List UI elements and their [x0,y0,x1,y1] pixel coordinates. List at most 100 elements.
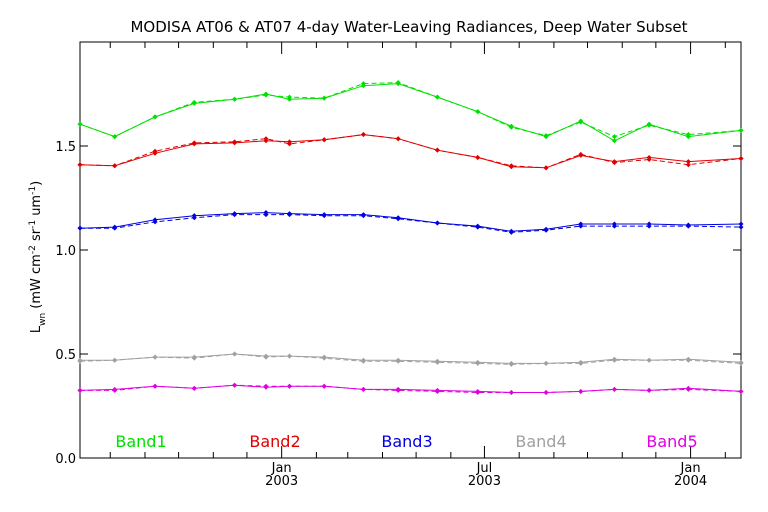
series-line-band5-at07 [80,384,742,393]
series-line-band1-at07 [79,82,742,138]
data-point [685,223,691,229]
legend-entry-band2: Band2 [249,432,300,451]
x-tick-label-year: 2004 [674,474,707,489]
data-point [578,223,584,229]
legend-entry-band5: Band5 [646,432,697,451]
data-point [263,212,269,218]
data-point [152,219,158,225]
data-point [321,383,327,389]
data-point [112,163,118,169]
data-point [475,154,481,160]
data-point [646,122,652,128]
y-axis-label: Lwn (mW cm-2 sr-1 um-1) [28,181,48,333]
data-point [646,223,652,229]
data-point [112,225,118,231]
data-point [543,389,549,395]
data-point [543,165,549,171]
x-tick-label-month: Jul [476,461,493,476]
data-point [77,225,83,231]
data-point [611,386,617,392]
y-tick-label: 0.0 [55,452,76,467]
plot-frame [79,41,742,459]
data-point [738,388,744,394]
data-point [232,212,238,218]
data-point [646,387,652,393]
x-tick-label-year: 2003 [468,474,501,489]
data-point [738,155,744,161]
data-point [434,220,440,226]
legend-entry-band4: Band4 [515,432,566,451]
data-point [475,224,481,230]
series-line-band2-at06 [79,134,742,169]
data-point [112,357,118,363]
data-point [543,360,549,366]
data-point [191,140,197,146]
data-point [508,163,514,169]
data-point [611,134,617,140]
data-point [360,213,366,219]
data-point [112,387,118,393]
data-point [395,80,401,86]
legend-entry-band3: Band3 [381,432,432,451]
series-line-band5-at06 [79,384,742,393]
data-point [508,361,514,367]
data-point [287,212,293,218]
data-point [685,162,691,168]
data-point [475,109,481,115]
data-point [508,389,514,395]
data-point [191,215,197,221]
data-point [543,133,549,139]
data-point [287,383,293,389]
data-point [578,151,584,157]
data-point [263,383,269,389]
data-point [321,95,327,101]
data-point [543,227,549,233]
data-point [263,136,269,142]
data-point [738,360,744,366]
series-line-band4-at07 [79,353,742,365]
data-point [77,121,83,127]
data-point [191,355,197,361]
data-point [646,357,652,363]
data-point [738,127,744,133]
data-point [77,162,83,168]
data-point [232,351,238,357]
data-point [685,159,691,165]
data-point [578,388,584,394]
data-point [508,229,514,235]
chart-title: MODISA AT06 & AT07 4-day Water-Leaving R… [130,18,687,36]
data-point [360,132,366,138]
data-point [738,221,744,227]
x-tick-label-month: Jan [271,461,292,476]
data-point [77,358,83,364]
data-point [152,148,158,154]
data-point [191,385,197,391]
data-point [395,216,401,222]
data-point [611,160,617,166]
data-point [152,354,158,360]
data-point [434,359,440,365]
data-point [611,138,617,144]
data-point [395,136,401,142]
data-point [646,157,652,163]
data-point [232,139,238,145]
data-point [232,382,238,388]
data-point [321,213,327,219]
data-point [321,137,327,143]
data-point [578,119,584,125]
data-point [395,358,401,364]
data-point [77,387,83,393]
data-point [287,353,293,359]
data-point [360,81,366,87]
data-point [287,94,293,100]
series-line-band1-at06 [79,83,742,142]
x-tick-label-month: Jan [680,461,701,476]
data-point [475,389,481,395]
legend-entry-band1: Band1 [115,432,166,451]
data-point [395,387,401,393]
data-point [508,124,514,130]
data-point [611,223,617,229]
